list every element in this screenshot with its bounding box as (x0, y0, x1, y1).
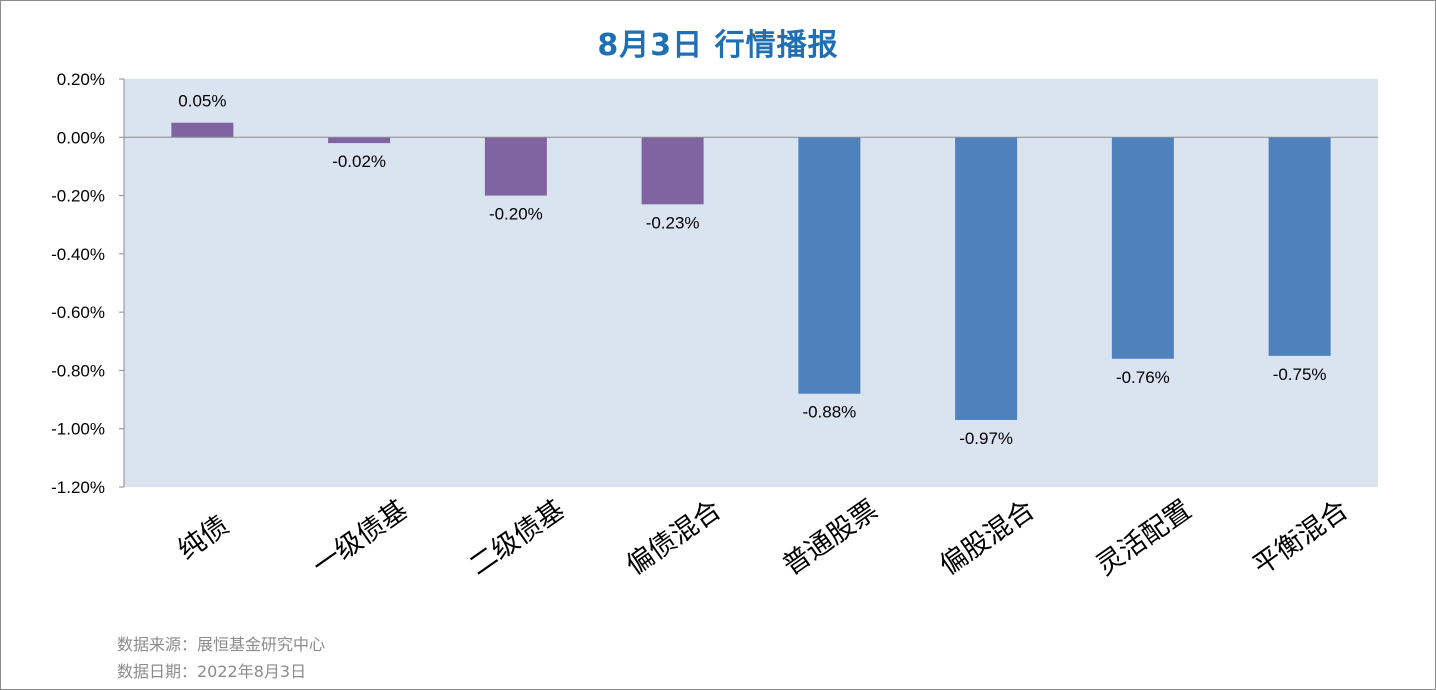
plot-area (124, 79, 1378, 487)
y-tick-label: -0.60% (51, 303, 105, 322)
value-label: 0.05% (178, 92, 226, 111)
y-tick-label: -1.20% (51, 478, 105, 497)
value-label: -0.88% (802, 403, 856, 422)
bar (641, 137, 704, 205)
data-labels: 0.05% -0.02% -0.20% -0.23% -0.88% -0.97% -0.76… (178, 92, 1326, 448)
data-source-note: 数据来源：展恒基金研究中心 (117, 635, 326, 654)
x-category-label: 一级债基 (307, 494, 413, 581)
value-label: -0.20% (489, 205, 543, 224)
x-category-label: 普通股票 (777, 494, 883, 581)
x-category-label: 二级债基 (464, 494, 570, 581)
bar (1111, 137, 1174, 359)
value-label: -0.23% (646, 213, 700, 232)
x-category-label: 灵活配置 (1091, 494, 1197, 581)
y-tick-label: 0.00% (57, 128, 105, 147)
bar-series (171, 122, 1331, 420)
x-category-label: 偏债混合 (621, 494, 727, 581)
bar (484, 137, 547, 196)
x-axis-labels: 纯债 一级债基 二级债基 偏债混合 普通股票 偏股混合 灵活配置 平衡混合 (172, 494, 1353, 581)
x-category-label: 平衡混合 (1248, 494, 1354, 581)
y-axis: 0.20% 0.00% -0.20% -0.40% -0.60% -0.80% -1.00%… (51, 70, 124, 497)
y-tick-label: -0.80% (51, 361, 105, 380)
x-category-label: 偏股混合 (934, 494, 1040, 581)
data-date-note: 数据日期：2022年8月3日 (117, 662, 307, 681)
y-tick-label: 0.20% (57, 70, 105, 89)
chart-title: 8月3日 行情播报 (597, 28, 839, 63)
x-category-label: 纯债 (172, 510, 234, 566)
value-label: -0.75% (1273, 365, 1327, 384)
y-tick-label: -0.40% (51, 245, 105, 264)
y-tick-label: -1.00% (51, 420, 105, 439)
y-tick-label: -0.20% (51, 187, 105, 206)
bar (798, 137, 861, 394)
bar (328, 137, 391, 144)
bar (955, 137, 1018, 420)
value-label: -0.76% (1116, 368, 1170, 387)
value-label: -0.97% (959, 429, 1013, 448)
bar (1268, 137, 1331, 356)
value-label: -0.02% (332, 152, 386, 171)
bar (171, 122, 234, 138)
